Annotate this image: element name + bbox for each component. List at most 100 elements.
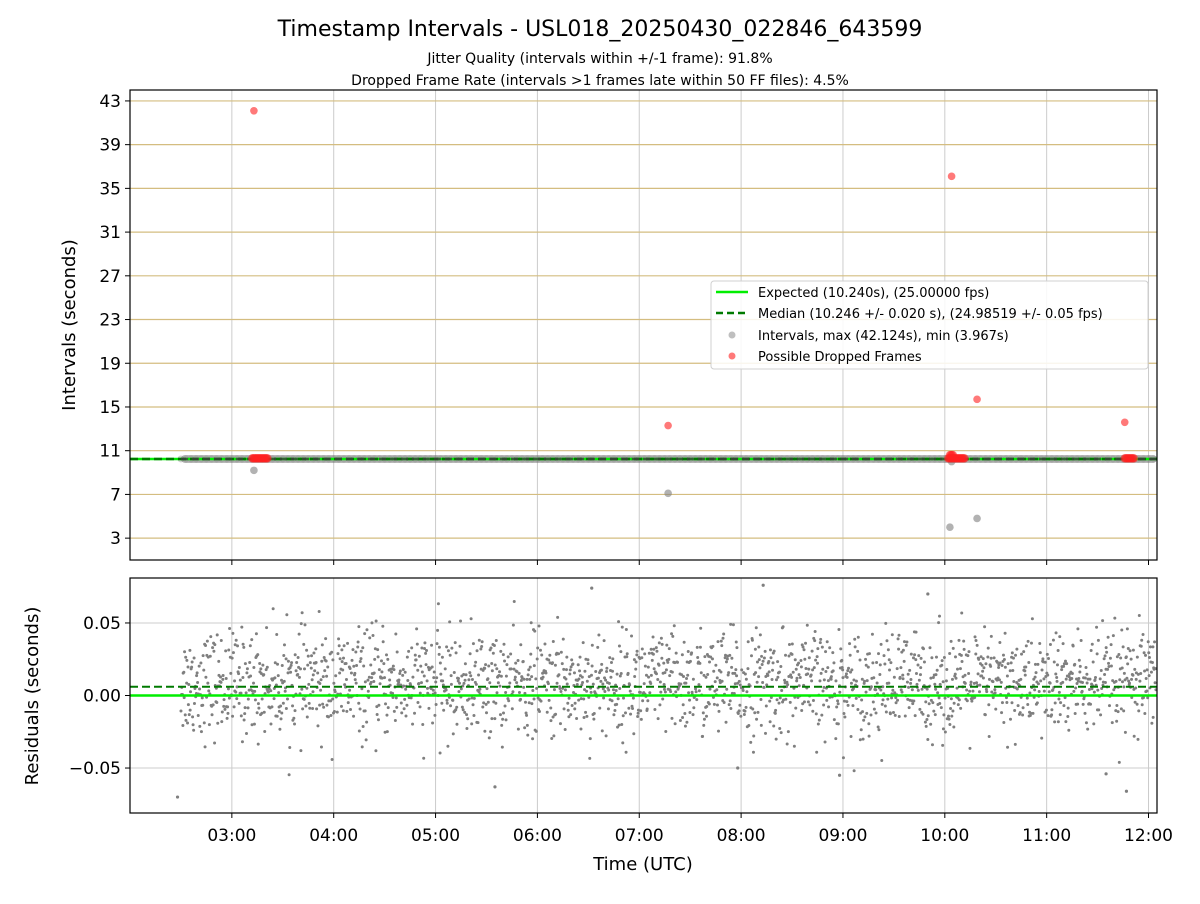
residual-point [306, 654, 310, 658]
residual-point [893, 691, 897, 695]
residual-point [420, 646, 424, 650]
residual-point [357, 701, 361, 705]
residual-point [980, 663, 984, 667]
residual-point [619, 650, 623, 654]
residual-point [498, 713, 502, 717]
residual-point [227, 696, 231, 700]
residual-point [818, 679, 822, 683]
residual-point [206, 681, 210, 685]
residual-point [349, 671, 353, 675]
residual-point [516, 727, 520, 731]
residual-point [435, 642, 439, 646]
residual-point [321, 675, 325, 679]
residual-point [743, 672, 747, 676]
residual-point [376, 718, 380, 722]
residual-point [239, 714, 243, 718]
residual-point [1080, 689, 1084, 693]
residual-point [812, 666, 816, 670]
residual-point [745, 690, 749, 694]
residual-point [573, 707, 577, 711]
interval-outlier-point [946, 523, 954, 532]
residual-point [1090, 687, 1094, 691]
residual-point [530, 675, 534, 679]
residual-point [351, 648, 355, 652]
residual-point [425, 686, 429, 690]
x-tick-label: 03:00 [207, 826, 256, 846]
residual-point [878, 663, 882, 667]
residual-point [746, 640, 750, 644]
residual-point [695, 698, 699, 702]
residual-point [824, 669, 828, 673]
residual-point [1150, 721, 1154, 725]
residual-point [701, 711, 705, 715]
residual-point [282, 654, 286, 658]
residual-point [1004, 696, 1008, 700]
residual-point [1126, 647, 1130, 651]
residual-point [858, 658, 862, 662]
residual-point [841, 668, 845, 672]
residual-point [191, 723, 195, 727]
residual-point [1048, 643, 1052, 647]
residual-point [720, 644, 724, 648]
residual-point [660, 656, 664, 660]
residual-point [608, 656, 612, 660]
residual-point [286, 659, 290, 663]
residual-point [1126, 662, 1130, 666]
residual-point [686, 650, 690, 654]
residual-point [896, 698, 900, 702]
residual-point [419, 681, 423, 685]
residual-point [277, 691, 281, 695]
residual-point [213, 741, 217, 745]
residual-point [851, 687, 855, 691]
residual-point [924, 700, 928, 704]
residual-point [585, 714, 589, 718]
residual-point [856, 649, 860, 653]
residual-point [774, 678, 778, 682]
residual-point [1059, 701, 1063, 705]
residual-point [499, 649, 503, 653]
residual-point [582, 715, 586, 719]
residual-point [715, 688, 719, 692]
residual-point [289, 670, 293, 674]
residual-point [811, 699, 815, 703]
residual-point [691, 713, 695, 717]
residual-point [424, 651, 428, 655]
residual-point [1146, 696, 1150, 700]
residual-point [787, 654, 791, 658]
residual-point [1140, 638, 1144, 642]
residual-point [1083, 711, 1087, 715]
residual-point [1108, 656, 1112, 660]
residual-point [308, 661, 312, 665]
chart-subtitle-dropped: Dropped Frame Rate (intervals >1 frames … [351, 73, 849, 89]
residual-point [227, 648, 231, 652]
residual-point [795, 676, 799, 680]
dropped-frame-point [960, 454, 969, 463]
residual-point [1121, 645, 1125, 649]
residual-point [888, 712, 892, 716]
residual-point [1000, 664, 1004, 668]
residual-point [1134, 677, 1138, 681]
residual-point [1113, 616, 1117, 620]
intervals-x-ticks [231, 560, 1150, 565]
residual-point [441, 679, 445, 683]
residual-point [444, 688, 448, 692]
residual-point [484, 663, 488, 667]
residual-point [527, 668, 531, 672]
residual-point [803, 657, 807, 661]
residual-point [959, 653, 963, 657]
residual-point [623, 711, 627, 715]
residual-point [795, 679, 799, 683]
residual-point [631, 707, 635, 711]
residual-point [676, 660, 680, 664]
residual-point [883, 704, 887, 708]
residual-point [603, 690, 607, 694]
residual-point [1052, 660, 1056, 664]
residual-point [362, 664, 366, 668]
residual-point [836, 702, 840, 706]
intervals-plot-frame [129, 89, 1158, 561]
residual-point [493, 717, 497, 721]
residual-point [515, 670, 519, 674]
residual-point [967, 672, 971, 676]
residual-point [1089, 702, 1093, 706]
residual-point [213, 643, 217, 647]
